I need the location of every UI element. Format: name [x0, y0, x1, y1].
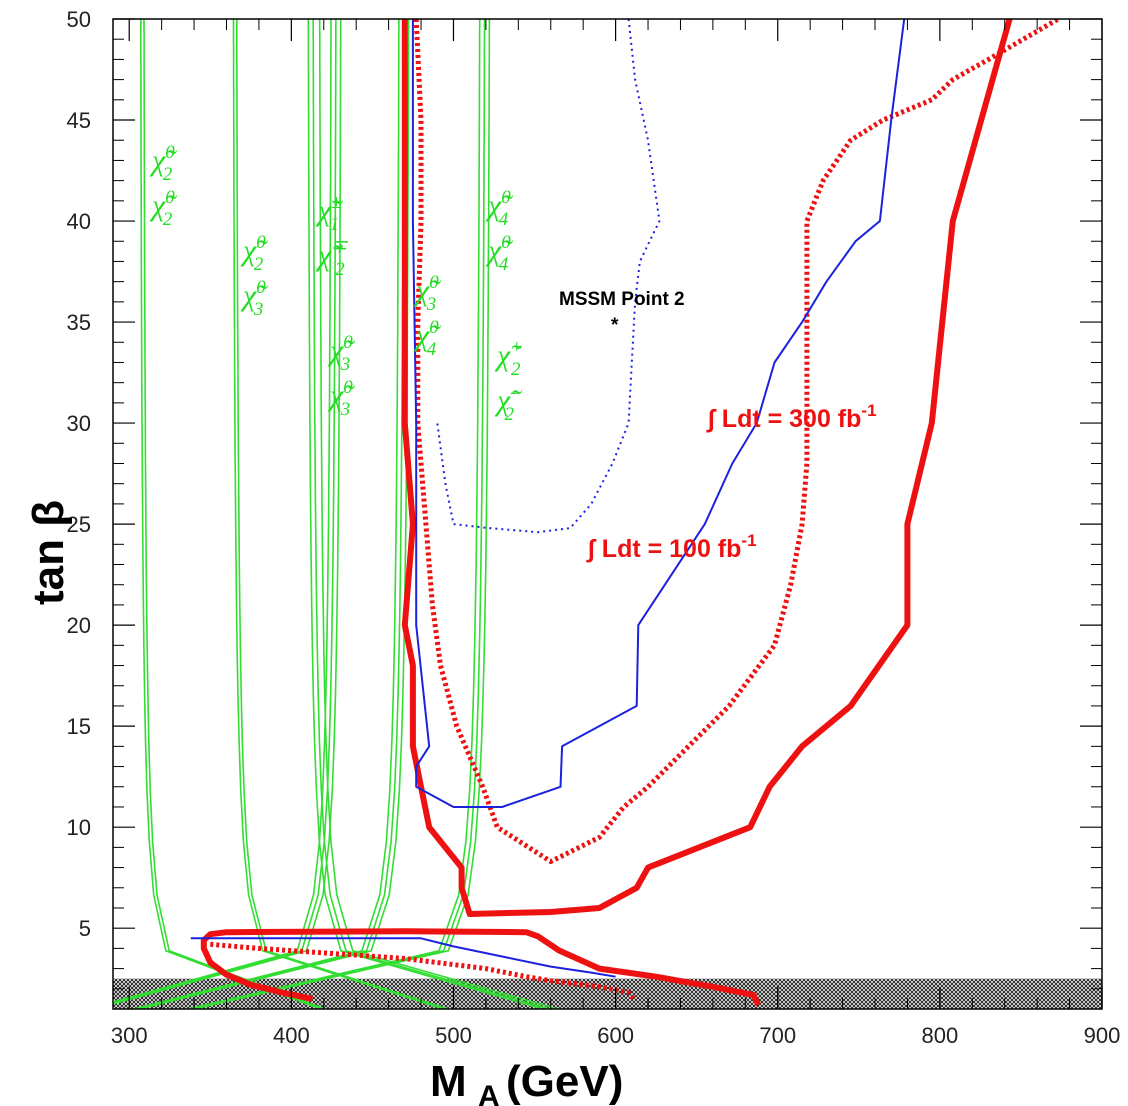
x-axis-title: M [430, 1057, 467, 1106]
svg-text:χ̃04: χ̃0 4 [413, 317, 441, 360]
y-tick-label: 10 [67, 815, 91, 840]
contour-series-2 [413, 19, 1060, 864]
decay-threshold-curve [190, 19, 486, 1009]
y-tick-label: 5 [79, 916, 91, 941]
axis-ticks: 300 400 500 600 700 800 900 5 10 15 20 25 30 35 40 45 50 [67, 7, 1121, 1048]
x-tick-label: 300 [111, 1023, 148, 1048]
y-tick-label: 35 [67, 310, 91, 335]
lum-100-label: ∫ Ldt = 100 fb-1 [586, 531, 757, 563]
y-axis-title: tan β [24, 500, 73, 605]
x-axis-title-subscript: A [478, 1080, 500, 1106]
decay-threshold-curve [318, 19, 558, 1009]
svg-text:χ̃03: χ̃0 3 [327, 377, 355, 420]
decay-threshold-curves [113, 19, 558, 1009]
x-tick-label: 600 [597, 1023, 634, 1048]
decay-threshold-curve [133, 19, 400, 1009]
lum-300-label: ∫ Ldt = 300 fb-1 [706, 401, 877, 433]
decay-threshold-curve [194, 19, 491, 1009]
y-tick-label: 20 [67, 613, 91, 638]
decay-label-chi2p-chi2m: χ̃+ 2 χ̃-2 [494, 337, 523, 425]
contour-series-3 [210, 941, 638, 1003]
decay-threshold-curve [136, 19, 405, 1009]
decay-threshold-curve [113, 19, 332, 1003]
decay-label-chi02-chi03: χ̃0 2 χ̃0 3 [240, 232, 268, 320]
decay-threshold-curve [113, 19, 337, 1004]
decay-threshold-curve [312, 19, 550, 1009]
plot-border [112, 18, 1103, 1010]
plot-frame [112, 18, 1103, 1010]
x-tick-label: 700 [759, 1023, 796, 1048]
contour-series-0 [401, 19, 1013, 917]
svg-text:χ̃02: χ̃0 2 [240, 232, 268, 275]
decay-label-chi03-chi04: χ̃0 3 χ̃0 4 [413, 272, 441, 360]
mssm-point-label: MSSM Point 2 [559, 289, 685, 310]
contour-series-6 [436, 19, 661, 534]
decay-threshold-curve [143, 19, 326, 1009]
y-tick-label: 30 [67, 411, 91, 436]
svg-text:χ̃03: χ̃0 3 [327, 332, 355, 375]
svg-text:χ̃-2: χ̃-2 [494, 382, 522, 425]
y-tick-label: 40 [67, 209, 91, 234]
decay-threshold-curve [236, 19, 448, 1009]
contour-series-5 [190, 937, 616, 978]
x-tick-label: 800 [922, 1023, 959, 1048]
svg-text:χ̃02: χ̃0 2 [149, 142, 177, 185]
contour-series-4 [411, 19, 906, 808]
decay-threshold-curve [139, 19, 410, 1009]
x-tick-label: 900 [1084, 1023, 1121, 1048]
x-tick-label: 500 [435, 1023, 472, 1048]
y-tick-label: 15 [67, 714, 91, 739]
svg-text:χ̃02: χ̃0 2 [149, 187, 177, 230]
svg-text:χ̃+2: χ̃+ 2 [494, 337, 523, 380]
decay-label-chi03-chi03: χ̃0 3 χ̃0 3 [327, 332, 355, 420]
mssm-point-marker: * [611, 315, 619, 336]
svg-text:χ̃04: χ̃0 4 [485, 232, 513, 275]
decay-threshold-curve [113, 19, 342, 1005]
svg-text:χ̃03: χ̃0 3 [240, 277, 268, 320]
discovery-contours [190, 19, 1060, 1007]
contour-series-1 [200, 928, 761, 1007]
decay-threshold-curve [307, 19, 543, 1009]
y-tick-label: 45 [67, 108, 91, 133]
decay-label-chi02-chi02: χ̃0 2 χ̃0 2 [149, 142, 177, 230]
decay-label-chi1pm-chi2mp: χ̃± 1 χ̃∓ 2 [315, 192, 348, 280]
y-tick-label: 25 [67, 512, 91, 537]
decay-threshold-curve [140, 19, 321, 1009]
svg-text:χ̃±1: χ̃± 1 [315, 192, 343, 235]
y-tick-label: 50 [67, 7, 91, 32]
svg-text:χ̃∓2: χ̃∓ 2 [315, 237, 348, 280]
decay-threshold-curve [232, 19, 444, 1009]
decay-threshold-curve [187, 19, 481, 1009]
x-tick-label: 400 [273, 1023, 310, 1048]
x-axis-title-unit: (GeV) [506, 1057, 623, 1106]
